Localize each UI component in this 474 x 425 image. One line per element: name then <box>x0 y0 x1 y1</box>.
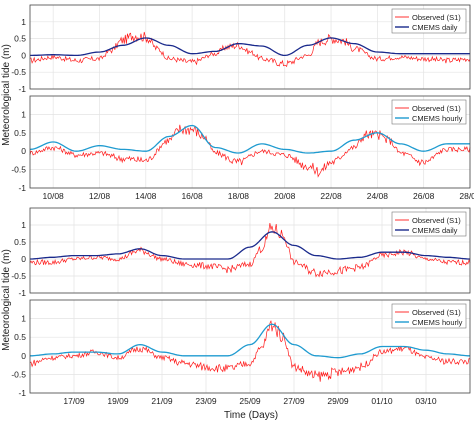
y-tick-label: 1 <box>21 314 26 324</box>
axes-frame <box>29 207 471 294</box>
panel-a: -1 -0.5 0 0.5 1 Observed (S1)CMEMS daily <box>11 4 471 94</box>
y-tick-label: -1 <box>18 388 26 398</box>
y-tick-label: 1 <box>21 220 26 230</box>
y-tick-label: -1 <box>18 288 26 298</box>
xlabel-bottom: Time (Days) <box>224 410 278 421</box>
y-tick-label: -0.5 <box>11 369 26 379</box>
legend: Observed (S1)CMEMS hourly <box>391 303 467 329</box>
panel-c: -1 -0.5 0 0.5 1 Observed (S1)CMEMS daily <box>11 207 471 298</box>
x-tick-label: 16/08 <box>181 191 203 201</box>
series-observed <box>29 124 471 178</box>
x-tick-label: 17/09 <box>63 396 85 406</box>
y-tick-label: 0.5 <box>14 34 26 44</box>
series-daily <box>30 231 470 260</box>
legend-label: Observed (S1) <box>412 216 461 225</box>
legend: Observed (S1)CMEMS hourly <box>391 99 467 125</box>
legend-label: CMEMS hourly <box>412 114 463 123</box>
legend: Observed (S1)CMEMS daily <box>391 8 467 34</box>
y-tick-label: 0.5 <box>14 128 26 138</box>
ylabel-bottom: Meteorological tide (m) <box>1 249 12 351</box>
ylabel-top: Meteorological tide (m) <box>1 44 12 146</box>
axes-frame <box>29 4 471 90</box>
y-tick-label: 0 <box>21 254 26 264</box>
x-tick-label: 14/08 <box>135 191 157 201</box>
legend-label: Observed (S1) <box>412 13 461 22</box>
legend-label: Observed (S1) <box>412 308 461 317</box>
y-tick-label: -0.5 <box>11 165 26 175</box>
panel-b: -1 -0.5 0 0.5 1 10/08 12/08 14/08 16/08 18/08 20/0… <box>11 95 474 201</box>
y-tick-label: -1 <box>18 84 26 94</box>
legend-label: CMEMS hourly <box>412 318 463 327</box>
x-tick-label: 29/09 <box>327 396 349 406</box>
x-tick-label: 23/09 <box>195 396 217 406</box>
x-tick-label: 20/08 <box>274 191 296 201</box>
y-tick-label: 0 <box>21 50 26 60</box>
y-tick-label: 0 <box>21 351 26 361</box>
y-tick-label: 0 <box>21 146 26 156</box>
series-observed <box>29 320 471 382</box>
series-hourly <box>30 323 470 359</box>
x-tick-label: 19/09 <box>107 396 129 406</box>
x-tick-label: 27/09 <box>283 396 305 406</box>
x-tick-label: 24/08 <box>367 191 389 201</box>
x-tick-label: 10/08 <box>43 191 65 201</box>
axes-frame <box>29 95 471 189</box>
y-tick-label: 1 <box>21 17 26 27</box>
axes-frame <box>29 299 471 394</box>
x-tick-label: 03/10 <box>415 396 437 406</box>
series-hourly <box>29 124 470 154</box>
y-tick-label: -1 <box>18 183 26 193</box>
x-tick-label: 28/08 <box>459 191 474 201</box>
x-tick-label: 26/08 <box>413 191 435 201</box>
legend-label: Observed (S1) <box>412 104 461 113</box>
series-daily <box>30 37 470 57</box>
x-tick-label: 21/09 <box>151 396 173 406</box>
x-tick-label: 18/08 <box>228 191 250 201</box>
x-tick-label: 25/09 <box>239 396 261 406</box>
series-observed <box>29 31 471 68</box>
y-tick-label: 0.5 <box>14 332 26 342</box>
y-tick-label: 1 <box>21 109 26 119</box>
y-tick-label: -0.5 <box>11 67 26 77</box>
x-tick-label: 12/08 <box>89 191 111 201</box>
y-tick-label: 0.5 <box>14 237 26 247</box>
panel-d: -1 -0.5 0 0.5 1 17/09 19/09 21/09 23/09 25/09 27/0… <box>11 299 471 406</box>
legend-label: CMEMS daily <box>412 226 458 235</box>
legend-label: CMEMS daily <box>412 23 458 32</box>
x-tick-label: 01/10 <box>371 396 393 406</box>
y-tick-label: -0.5 <box>11 271 26 281</box>
series-observed <box>29 223 471 278</box>
x-tick-label: 22/08 <box>320 191 342 201</box>
legend: Observed (S1)CMEMS daily <box>391 211 467 237</box>
